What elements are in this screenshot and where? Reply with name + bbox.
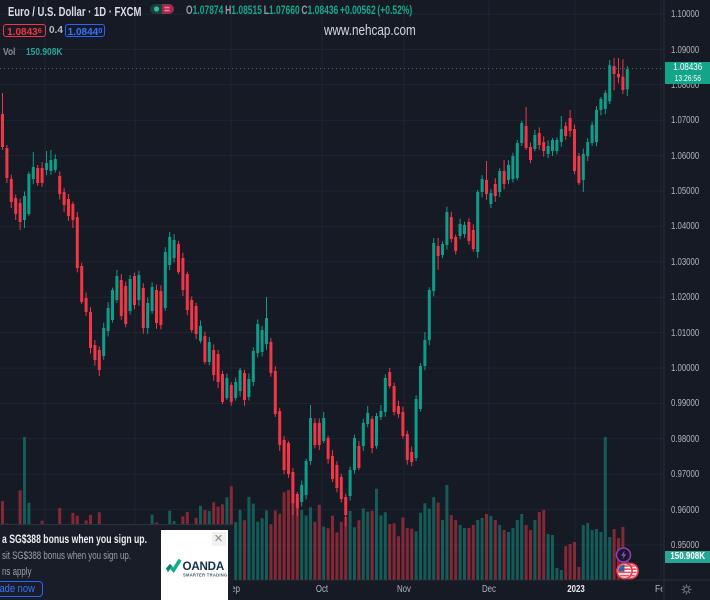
- svg-text:OANDA: OANDA: [182, 560, 224, 573]
- svg-text:SMARTER TRADING: SMARTER TRADING: [183, 573, 227, 578]
